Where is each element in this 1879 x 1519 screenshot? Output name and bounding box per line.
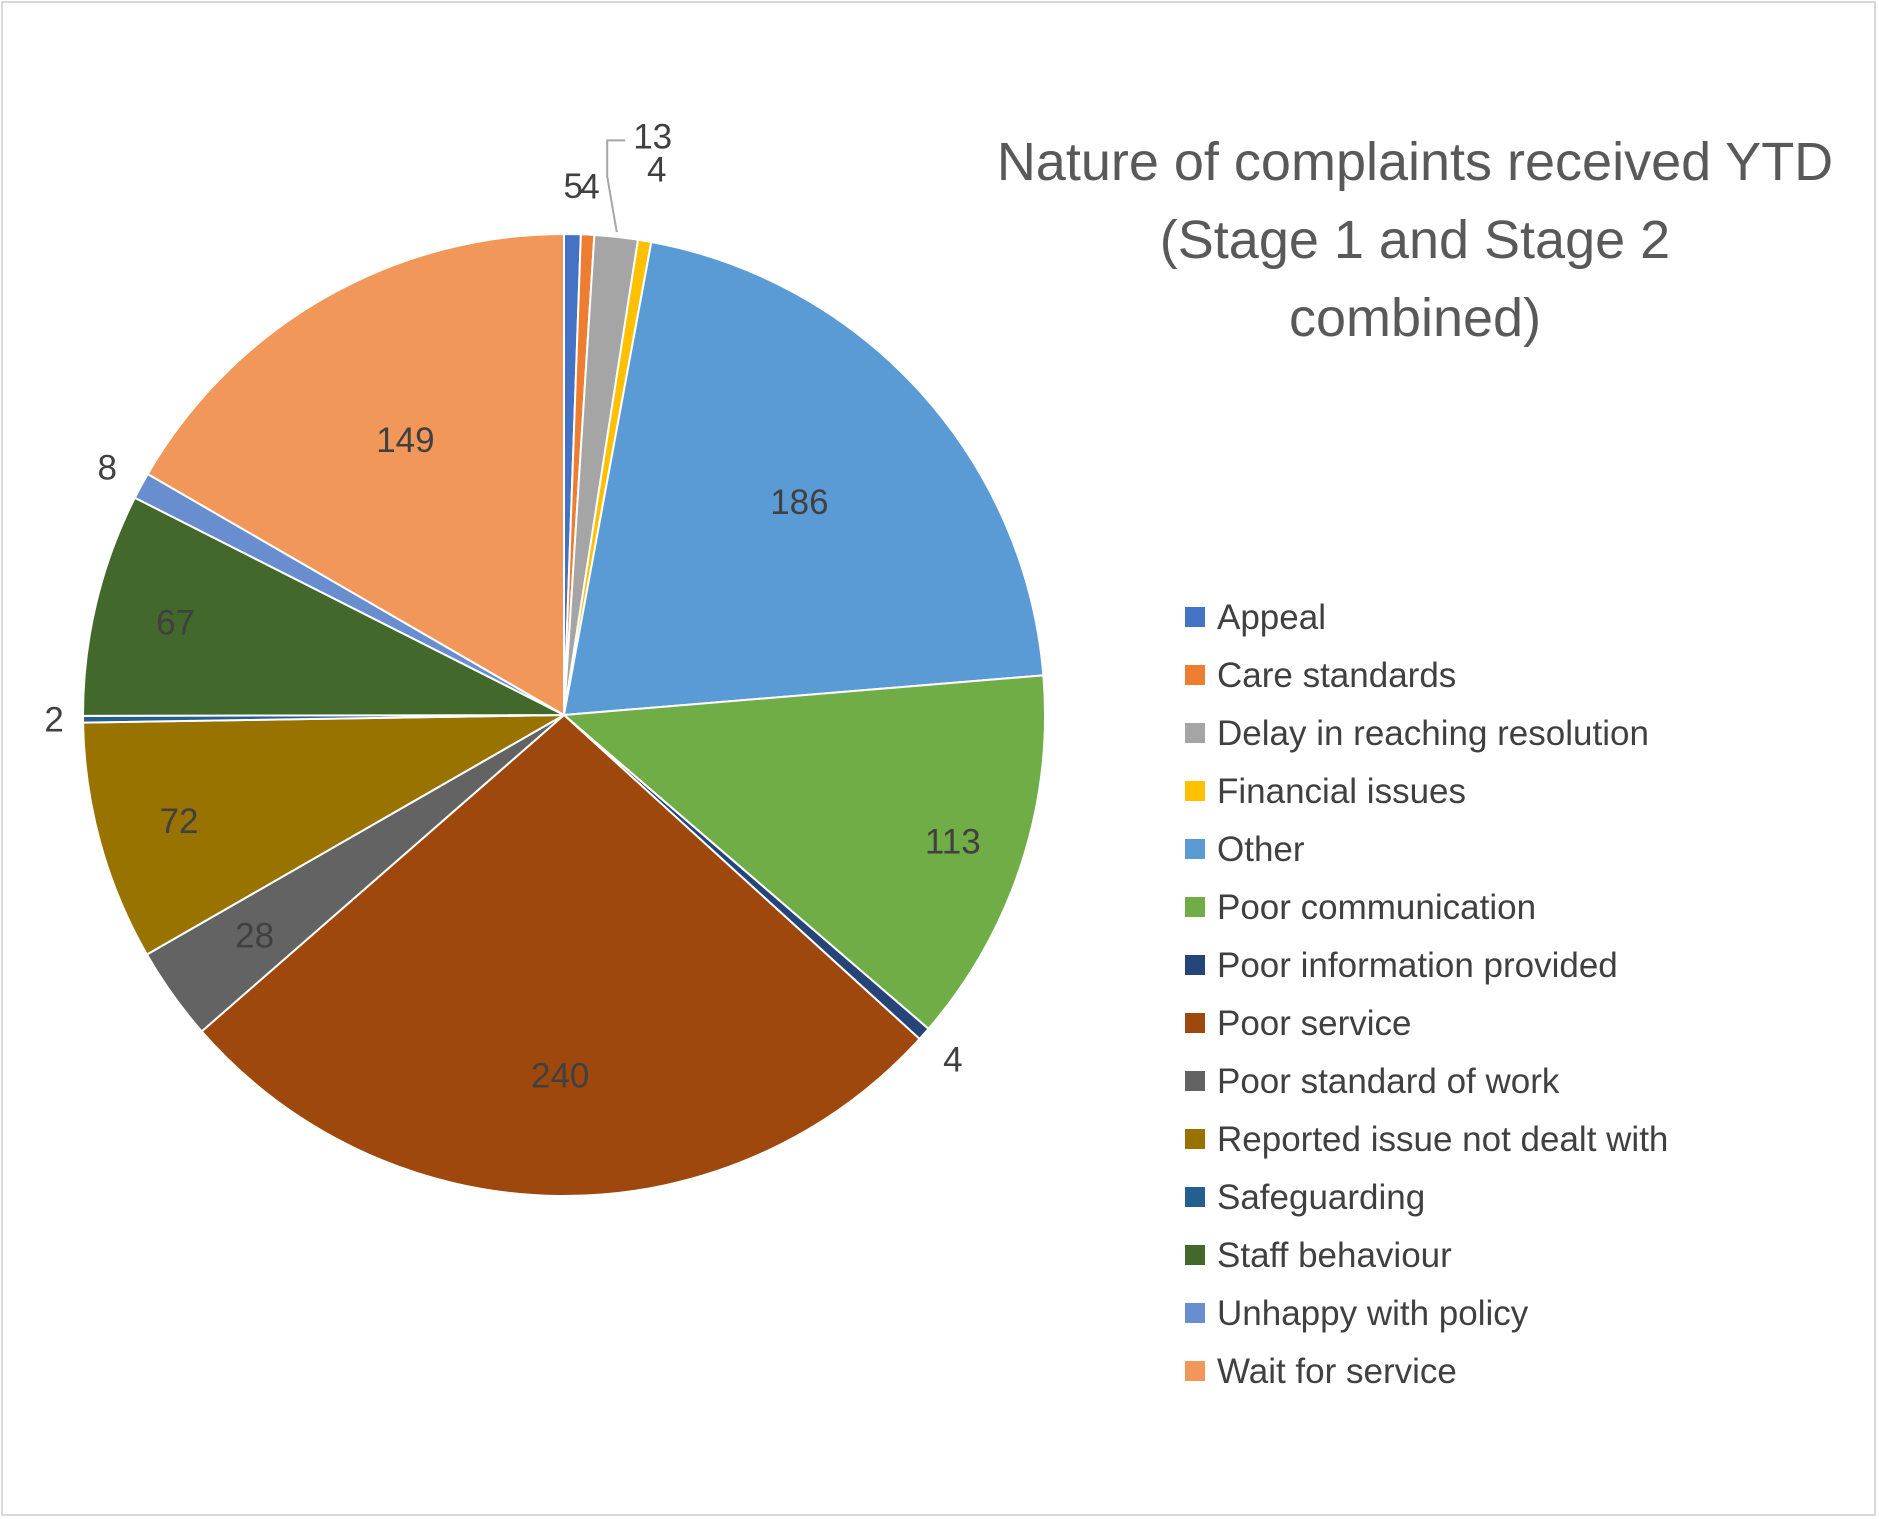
legend-swatch-delay-in-reaching-resolution	[1185, 723, 1205, 743]
data-label-other: 186	[770, 483, 828, 522]
legend-label-wait-for-service: Wait for service	[1217, 1352, 1457, 1391]
chart-title-line-2: (Stage 1 and Stage 2	[1160, 210, 1670, 270]
data-label-staff-behaviour: 67	[156, 604, 195, 643]
legend-label-staff-behaviour: Staff behaviour	[1217, 1236, 1452, 1275]
legend: Appeal Care standards Delay in reaching re…	[1185, 598, 1668, 1391]
legend-label-care-standards: Care standards	[1217, 656, 1456, 695]
legend-swatch-appeal	[1185, 607, 1205, 627]
data-label-care-standards: 4	[580, 168, 599, 207]
data-label-financial-issues: 4	[647, 151, 666, 190]
legend-swatch-safeguarding	[1185, 1187, 1205, 1207]
pie-slices	[81, 232, 1046, 1197]
legend-label-financial-issues: Financial issues	[1217, 772, 1466, 811]
data-label-safeguarding: 2	[44, 700, 63, 739]
legend-label-safeguarding: Safeguarding	[1217, 1178, 1425, 1217]
legend-swatch-poor-information-provided	[1185, 955, 1205, 975]
legend-label-appeal: Appeal	[1217, 598, 1326, 637]
legend-swatch-poor-standard-of-work	[1185, 1071, 1205, 1091]
legend-swatch-staff-behaviour	[1185, 1245, 1205, 1265]
legend-swatch-unhappy-with-policy	[1185, 1303, 1205, 1323]
pie-slice-staff-behaviour	[82, 496, 565, 717]
pie-slice-other	[562, 240, 1045, 717]
legend-label-poor-service: Poor service	[1217, 1004, 1412, 1043]
leader-line-delay-in-reaching-resolution	[606, 139, 626, 233]
legend-label-poor-information-provided: Poor information provided	[1217, 946, 1618, 985]
data-label-delay-in-reaching-resolution: 13	[633, 117, 672, 156]
leader-lines	[606, 139, 626, 233]
data-label-reported-issue-not-dealt-with: 72	[160, 802, 199, 841]
legend-label-other: Other	[1217, 830, 1305, 869]
legend-label-poor-standard-of-work: Poor standard of work	[1217, 1062, 1560, 1101]
chart-title: Nature of complaints received YTD (Stage…	[997, 132, 1833, 348]
data-label-appeal: 5	[564, 167, 583, 206]
legend-label-reported-issue-not-dealt-with: Reported issue not dealt with	[1217, 1120, 1668, 1159]
legend-label-poor-communication: Poor communication	[1217, 888, 1536, 927]
legend-swatch-poor-service	[1185, 1013, 1205, 1033]
legend-swatch-reported-issue-not-dealt-with	[1185, 1129, 1205, 1149]
pie-slice-reported-issue-not-dealt-with	[82, 713, 568, 956]
chart-title-line-1: Nature of complaints received YTD	[997, 132, 1833, 192]
legend-swatch-wait-for-service	[1185, 1361, 1205, 1381]
legend-label-delay-in-reaching-resolution: Delay in reaching resolution	[1217, 714, 1649, 753]
pie-slice-poor-service	[200, 713, 921, 1197]
legend-label-unhappy-with-policy: Unhappy with policy	[1217, 1294, 1529, 1333]
data-label-poor-standard-of-work: 28	[235, 917, 274, 956]
data-label-unhappy-with-policy: 8	[98, 448, 117, 487]
chart-title-line-3: combined)	[1289, 288, 1541, 348]
legend-swatch-poor-communication	[1185, 897, 1205, 917]
legend-swatch-other	[1185, 839, 1205, 859]
pie-slice-wait-for-service	[146, 232, 565, 717]
data-label-poor-service: 240	[531, 1057, 589, 1096]
legend-swatch-financial-issues	[1185, 781, 1205, 801]
pie-slice-poor-communication	[561, 674, 1046, 1031]
legend-swatch-care-standards	[1185, 665, 1205, 685]
data-label-poor-communication: 113	[925, 822, 981, 861]
data-label-wait-for-service: 149	[376, 421, 434, 460]
data-label-poor-information-provided: 4	[943, 1040, 962, 1079]
